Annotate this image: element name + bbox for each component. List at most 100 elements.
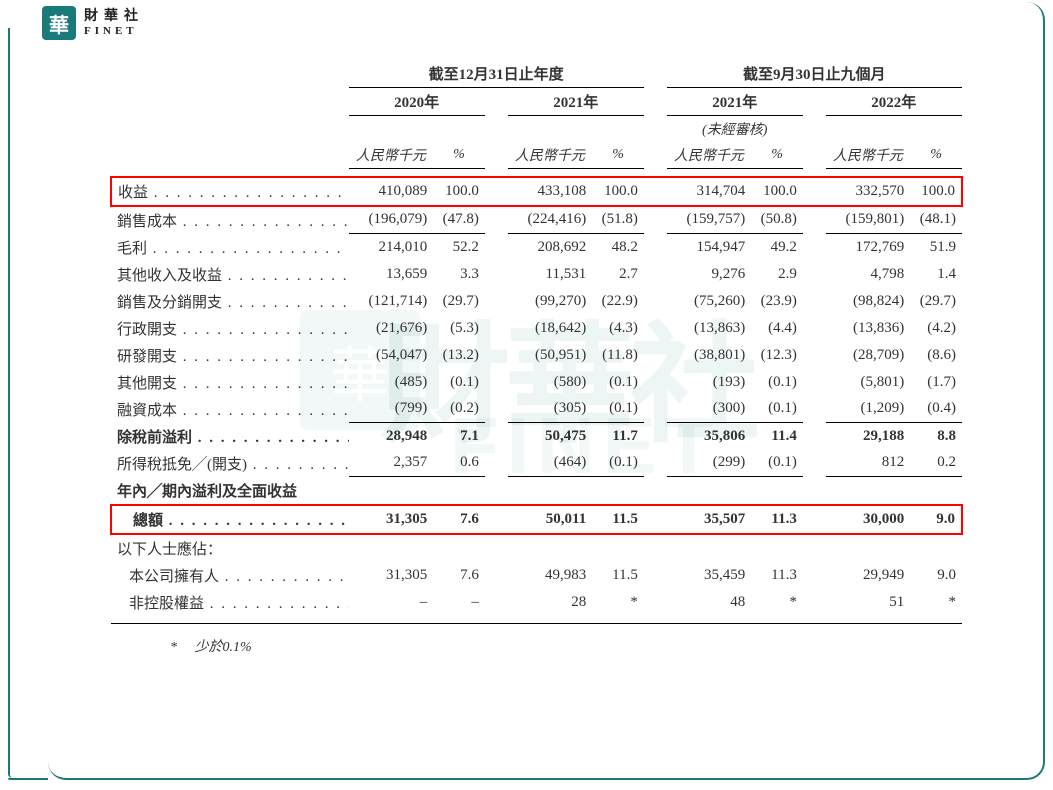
- cell: 4,798: [826, 261, 911, 288]
- year-header-row: 2020年 2021年 2021年 2022年: [111, 88, 962, 116]
- cell: 29,188: [826, 423, 911, 450]
- cell: (0.1): [751, 369, 803, 396]
- row-label: 所得稅抵免╱(開支): [111, 450, 349, 477]
- cell: 51: [826, 589, 911, 616]
- cell: (21,676): [349, 315, 434, 342]
- cell: (159,801): [826, 206, 911, 234]
- period-full-year: 截至12月31日止年度: [349, 60, 644, 88]
- cell: (193): [667, 369, 752, 396]
- row-label: 毛利: [111, 234, 349, 261]
- unit-header-row: 人民幣千元% 人民幣千元% 人民幣千元% 人民幣千元%: [111, 142, 962, 169]
- row-other_exp: 其他開支(485)(0.1)(580)(0.1)(193)(0.1)(5,801…: [111, 369, 962, 396]
- cell: (51.8): [592, 206, 644, 234]
- cell: 52.2: [433, 234, 485, 261]
- unaudited-row: (未經審核): [111, 116, 962, 143]
- cell: 35,507: [667, 505, 752, 534]
- cell: (8.6): [910, 342, 962, 369]
- cell: 332,570: [826, 177, 911, 206]
- row-tax: 所得稅抵免╱(開支)2,3570.6(464)(0.1)(299)(0.1)81…: [111, 450, 962, 477]
- cell: 9.0: [910, 505, 962, 534]
- cell: (4.4): [751, 315, 803, 342]
- cell: 812: [826, 450, 911, 477]
- cell: 2.9: [751, 261, 803, 288]
- cell: 7.6: [433, 562, 485, 589]
- cell: 8.8: [910, 423, 962, 450]
- cell: (159,757): [667, 206, 752, 234]
- cell: 11.5: [592, 562, 644, 589]
- cell: (0.2): [433, 396, 485, 423]
- cell: 11.3: [751, 505, 803, 534]
- cell: (18,642): [508, 315, 593, 342]
- col-2020: 2020年: [349, 88, 485, 116]
- unaudited-label: (未經審核): [667, 116, 803, 143]
- cell: (11.8): [592, 342, 644, 369]
- cell: (5.3): [433, 315, 485, 342]
- cell: (305): [508, 396, 593, 423]
- cell: (99,270): [508, 288, 593, 315]
- cell: 11.5: [592, 505, 644, 534]
- cell: (196,079): [349, 206, 434, 234]
- row-pbt: 除稅前溢利28,9487.150,47511.735,80611.429,188…: [111, 423, 962, 450]
- footnote-marker: *: [170, 640, 177, 655]
- cell: (13,863): [667, 315, 752, 342]
- row-label: 收益: [111, 177, 349, 206]
- cell: 48.2: [592, 234, 644, 261]
- cell: 154,947: [667, 234, 752, 261]
- row-total: 總額31,3057.650,01111.535,50711.330,0009.0: [111, 505, 962, 534]
- cell: (0.1): [592, 369, 644, 396]
- cell: *: [751, 589, 803, 616]
- cell: (0.1): [592, 450, 644, 477]
- cell: 172,769: [826, 234, 911, 261]
- cell: (0.1): [433, 369, 485, 396]
- unit-label: 人民幣千元: [349, 142, 434, 169]
- cell: 433,108: [508, 177, 593, 206]
- cell: (13,836): [826, 315, 911, 342]
- cell: (13.2): [433, 342, 485, 369]
- cell: 29,949: [826, 562, 911, 589]
- col-2022: 2022年: [826, 88, 962, 116]
- row-label: 銷售成本: [111, 206, 349, 234]
- cell: 3.3: [433, 261, 485, 288]
- cell: 7.6: [433, 505, 485, 534]
- cell: 9,276: [667, 261, 752, 288]
- cell: 1.4: [910, 261, 962, 288]
- row-attrib_header: 以下人士應佔：: [111, 534, 962, 562]
- cell: (29.7): [433, 288, 485, 315]
- cell: 100.0: [592, 177, 644, 206]
- row-label: 除稅前溢利: [111, 423, 349, 450]
- cell: 48: [667, 589, 752, 616]
- row-label: 年內╱期內溢利及全面收益: [111, 477, 349, 505]
- row-gross: 毛利214,01052.2208,69248.2154,94749.2172,7…: [111, 234, 962, 261]
- cell: (4.3): [592, 315, 644, 342]
- row-label: 行政開支: [111, 315, 349, 342]
- cell: 0.2: [910, 450, 962, 477]
- row-selling: 銷售及分銷開支(121,714)(29.7)(99,270)(22.9)(75,…: [111, 288, 962, 315]
- cell: –: [433, 589, 485, 616]
- cell: (299): [667, 450, 752, 477]
- cell: (300): [667, 396, 752, 423]
- cell: 35,459: [667, 562, 752, 589]
- cell: (0.1): [592, 396, 644, 423]
- row-cogs: 銷售成本(196,079)(47.8)(224,416)(51.8)(159,7…: [111, 206, 962, 234]
- cell: (22.9): [592, 288, 644, 315]
- cell: (29.7): [910, 288, 962, 315]
- cell: 208,692: [508, 234, 593, 261]
- cell: 50,475: [508, 423, 593, 450]
- row-label: 本公司擁有人: [111, 562, 349, 589]
- cell: (121,714): [349, 288, 434, 315]
- cell: (0.1): [751, 396, 803, 423]
- cell: 11,531: [508, 261, 593, 288]
- row-label: 其他收入及收益: [111, 261, 349, 288]
- row-label: 研發開支: [111, 342, 349, 369]
- cell: (4.2): [910, 315, 962, 342]
- brand-logo: 華 財華社 FINET: [42, 6, 144, 40]
- cell: (50.8): [751, 206, 803, 234]
- row-label: 總額: [111, 505, 349, 534]
- cell: (5,801): [826, 369, 911, 396]
- row-nci: 非控股權益––28*48*51*: [111, 589, 962, 616]
- cell: 49,983: [508, 562, 593, 589]
- cell: (23.9): [751, 288, 803, 315]
- financial-table-container: 截至12月31日止年度 截至9月30日止九個月 2020年 2021年 2021…: [110, 60, 963, 656]
- row-revenue: 收益410,089100.0433,108100.0314,704100.033…: [111, 177, 962, 206]
- cell: (48.1): [910, 206, 962, 234]
